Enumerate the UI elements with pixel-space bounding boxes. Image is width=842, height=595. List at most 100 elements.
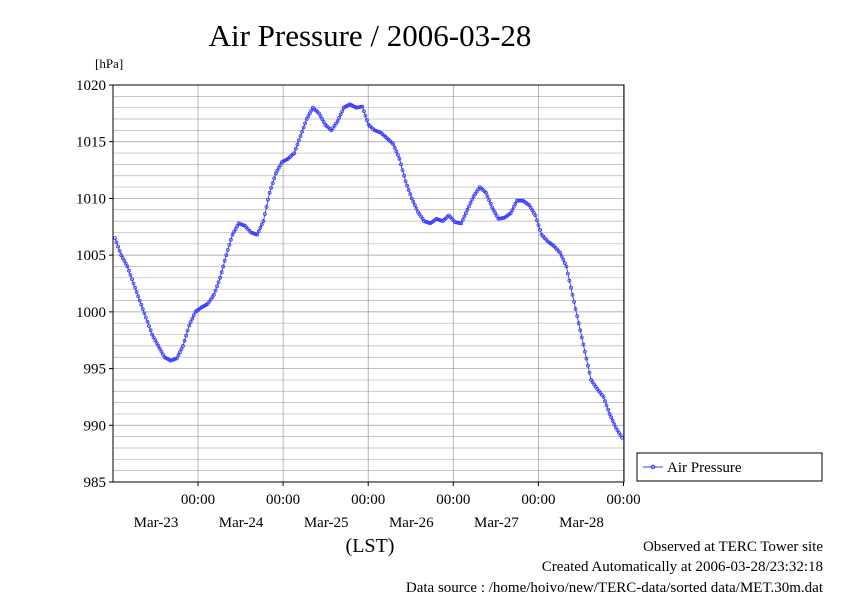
- series-point-air-pressure: [139, 302, 144, 307]
- series-point-air-pressure: [601, 394, 606, 399]
- series-point-air-pressure: [607, 411, 612, 416]
- series-point-air-pressure: [508, 211, 513, 216]
- series-point-air-pressure: [309, 108, 314, 113]
- series-point-air-pressure: [255, 232, 260, 237]
- series-point-air-pressure: [259, 222, 264, 227]
- x-tick-time-label: 00:00: [436, 492, 470, 508]
- x-tick-date-label: Mar-23: [134, 515, 179, 531]
- series-point-air-pressure: [603, 399, 607, 404]
- series-point-air-pressure: [176, 353, 181, 358]
- series-point-air-pressure: [572, 299, 576, 304]
- series-point-air-pressure: [391, 142, 396, 146]
- series-point-air-pressure: [318, 114, 323, 119]
- series-point-air-pressure: [148, 328, 153, 333]
- series-point-air-pressure: [484, 190, 488, 195]
- series-point-air-pressure: [576, 321, 581, 326]
- series-point-air-pressure: [219, 270, 224, 275]
- series-point-air-pressure: [136, 294, 141, 299]
- series-point-air-pressure: [610, 418, 615, 423]
- legend-label-air-pressure: Air Pressure: [667, 460, 742, 476]
- series-point-air-pressure: [463, 211, 468, 216]
- series-point-air-pressure: [145, 319, 150, 324]
- x-tick-time-label: 00:00: [606, 492, 640, 508]
- series-point-air-pressure: [530, 208, 535, 213]
- series-point-air-pressure: [321, 120, 326, 124]
- series-point-air-pressure: [266, 197, 270, 202]
- series-point-air-pressure: [408, 192, 413, 197]
- series-point-air-pressure: [604, 403, 609, 408]
- series-point-air-pressure: [538, 227, 542, 232]
- series-point-air-pressure: [211, 292, 216, 297]
- series-point-air-pressure: [394, 149, 399, 154]
- series-point-air-pressure: [153, 338, 158, 343]
- series-point-air-pressure: [579, 335, 584, 340]
- y-tick-label: 990: [84, 418, 107, 434]
- series-point-air-pressure: [218, 275, 223, 280]
- series-point-air-pressure: [278, 163, 283, 167]
- series-air-pressure: [113, 102, 624, 440]
- series-point-air-pressure: [304, 117, 309, 121]
- series-point-air-pressure: [511, 204, 516, 209]
- series-point-air-pressure: [228, 237, 233, 242]
- series-point-air-pressure: [358, 104, 363, 109]
- series-point-air-pressure: [457, 221, 462, 226]
- series-point-air-pressure: [340, 109, 345, 113]
- series-point-air-pressure: [303, 121, 308, 126]
- series-point-air-pressure: [365, 118, 369, 123]
- x-tick-time-label: 00:00: [266, 492, 300, 508]
- series-point-air-pressure: [491, 208, 496, 213]
- series-point-air-pressure: [460, 218, 465, 222]
- series-point-air-pressure: [412, 203, 417, 208]
- series-point-air-pressure: [535, 218, 539, 223]
- series-point-air-pressure: [227, 242, 232, 247]
- series-point-air-pressure: [338, 112, 343, 117]
- series-point-air-pressure: [143, 315, 148, 320]
- series-point-air-pressure: [399, 162, 403, 167]
- y-tick-label: 1015: [76, 135, 106, 151]
- series-point-air-pressure: [276, 165, 281, 170]
- series-point-air-pressure: [301, 125, 306, 130]
- series-point-air-pressure: [157, 346, 162, 351]
- series-point-air-pressure: [293, 146, 298, 151]
- series-point-air-pressure: [465, 207, 470, 212]
- series-point-air-pressure: [216, 280, 221, 285]
- series-point-air-pressure: [320, 117, 325, 121]
- series-point-air-pressure: [587, 370, 592, 375]
- series-point-air-pressure: [187, 323, 192, 328]
- series-point-air-pressure: [300, 129, 304, 134]
- series-point-air-pressure: [177, 350, 182, 355]
- series-point-air-pressure: [575, 314, 580, 319]
- y-tick-label: 985: [84, 475, 107, 491]
- series-point-air-pressure: [392, 145, 397, 150]
- series-point-air-pressure: [233, 227, 238, 232]
- x-tick-date-label: Mar-25: [304, 515, 349, 531]
- series-point-air-pressure: [120, 256, 125, 260]
- series-point-air-pressure: [151, 335, 156, 340]
- series-point-air-pressure: [470, 197, 475, 202]
- series-point-air-pressure: [584, 356, 589, 361]
- series-point-air-pressure: [487, 198, 492, 203]
- series-point-air-pressure: [612, 422, 617, 427]
- series-point-air-pressure: [134, 290, 139, 294]
- x-tick-time-label: 00:00: [181, 492, 215, 508]
- series-point-air-pressure: [564, 264, 569, 269]
- series-point-air-pressure: [215, 284, 219, 289]
- series-point-air-pressure: [395, 153, 400, 157]
- legend: Air Pressure: [636, 452, 823, 482]
- series-point-air-pressure: [154, 341, 159, 345]
- series-point-air-pressure: [159, 349, 164, 354]
- y-axis-unit-label: [hPa]: [95, 56, 123, 71]
- series-point-air-pressure: [123, 261, 128, 266]
- series-point-air-pressure: [573, 307, 578, 311]
- series-point-air-pressure: [117, 248, 122, 253]
- series-point-air-pressure: [581, 342, 586, 347]
- series-point-air-pressure: [405, 183, 410, 188]
- series-point-air-pressure: [337, 116, 342, 120]
- series-point-air-pressure: [126, 268, 131, 273]
- series-point-air-pressure: [272, 176, 277, 181]
- series-point-air-pressure: [307, 111, 312, 116]
- series-point-air-pressure: [119, 253, 124, 258]
- series-point-air-pressure: [179, 347, 184, 351]
- series-point-air-pressure: [578, 328, 583, 333]
- footer-observed-site: Observed at TERC Tower site: [643, 539, 823, 555]
